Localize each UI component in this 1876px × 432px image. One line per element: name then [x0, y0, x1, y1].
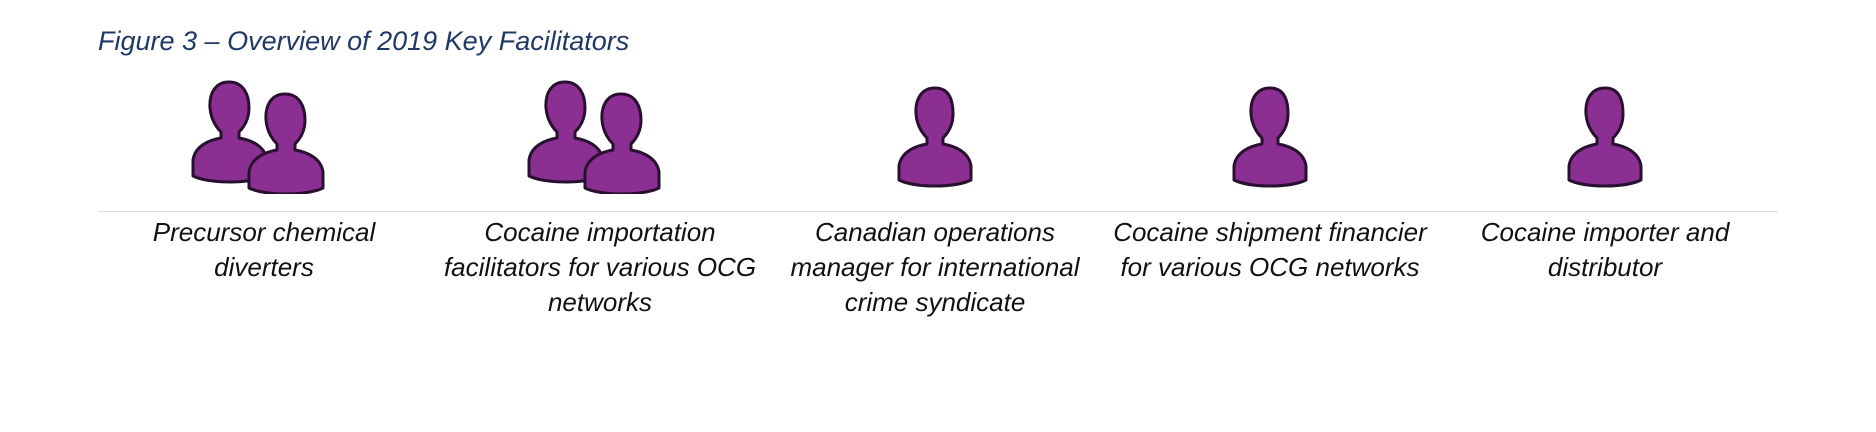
- facilitator-operations-manager: Canadian operations manager for internat…: [775, 0, 1095, 432]
- facilitator-shipment-financier: Cocaine shipment financier for various O…: [1110, 0, 1430, 432]
- facilitator-label: Cocaine importer and distributor: [1480, 217, 1730, 282]
- facilitator-label: Precursor chemical diverters: [152, 217, 376, 282]
- person-icon: [775, 76, 1095, 196]
- figure-title: Figure 3 – Overview of 2019 Key Facilita…: [98, 26, 630, 56]
- facilitator-label: Cocaine shipment financier for various O…: [1113, 217, 1427, 282]
- group-people-icon: [440, 76, 760, 196]
- facilitator-importation-facilitators: Cocaine importation facilitators for var…: [440, 0, 760, 432]
- group-people-icon: [104, 76, 424, 196]
- facilitator-precursor-diverters: Precursor chemical diverters: [104, 0, 424, 432]
- facilitator-label: Canadian operations manager for internat…: [790, 217, 1080, 317]
- divider-line: [98, 211, 1778, 212]
- facilitator-label: Cocaine importation facilitators for var…: [443, 217, 757, 317]
- person-icon: [1445, 76, 1765, 196]
- person-icon: [1110, 76, 1430, 196]
- facilitator-importer-distributor: Cocaine importer and distributor: [1445, 0, 1765, 432]
